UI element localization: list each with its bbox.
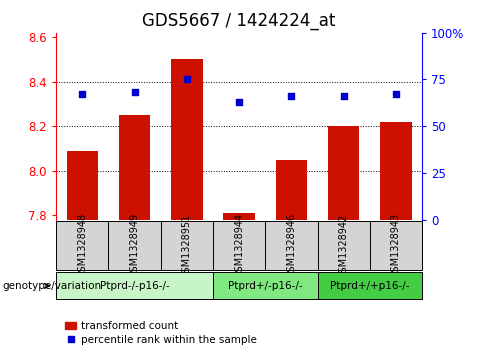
Bar — [161, 221, 213, 270]
Point — [287, 93, 295, 99]
Text: Ptprd+/+p16-/-: Ptprd+/+p16-/- — [330, 281, 409, 291]
Bar — [318, 272, 422, 299]
Text: GSM1328949: GSM1328949 — [129, 213, 140, 278]
Bar — [56, 272, 213, 299]
Point — [392, 91, 400, 97]
Bar — [213, 221, 265, 270]
Bar — [119, 115, 150, 220]
Bar — [108, 221, 161, 270]
Bar — [265, 221, 318, 270]
Bar — [276, 159, 307, 220]
Text: GSM1328943: GSM1328943 — [391, 213, 401, 278]
Text: Ptprd+/-p16-/-: Ptprd+/-p16-/- — [228, 281, 303, 291]
Bar — [171, 60, 203, 220]
Bar — [56, 221, 108, 270]
Text: Ptprd-/-p16-/-: Ptprd-/-p16-/- — [100, 281, 169, 291]
Point — [131, 90, 139, 95]
Bar — [318, 221, 370, 270]
Bar — [370, 221, 422, 270]
Point — [79, 91, 86, 97]
Bar — [213, 272, 318, 299]
Text: GSM1328951: GSM1328951 — [182, 213, 192, 278]
Bar — [66, 151, 98, 220]
Text: GSM1328944: GSM1328944 — [234, 213, 244, 278]
Bar — [380, 122, 412, 220]
Bar — [224, 213, 255, 220]
Text: genotype/variation: genotype/variation — [2, 281, 102, 291]
Text: GSM1328946: GSM1328946 — [286, 213, 296, 278]
Text: GSM1328942: GSM1328942 — [339, 213, 349, 278]
Point — [340, 93, 347, 99]
Point — [235, 99, 243, 105]
Point — [183, 77, 191, 82]
Bar — [328, 126, 359, 220]
Text: GSM1328948: GSM1328948 — [77, 213, 87, 278]
Legend: transformed count, percentile rank within the sample: transformed count, percentile rank withi… — [61, 317, 261, 349]
Title: GDS5667 / 1424224_at: GDS5667 / 1424224_at — [142, 12, 336, 30]
